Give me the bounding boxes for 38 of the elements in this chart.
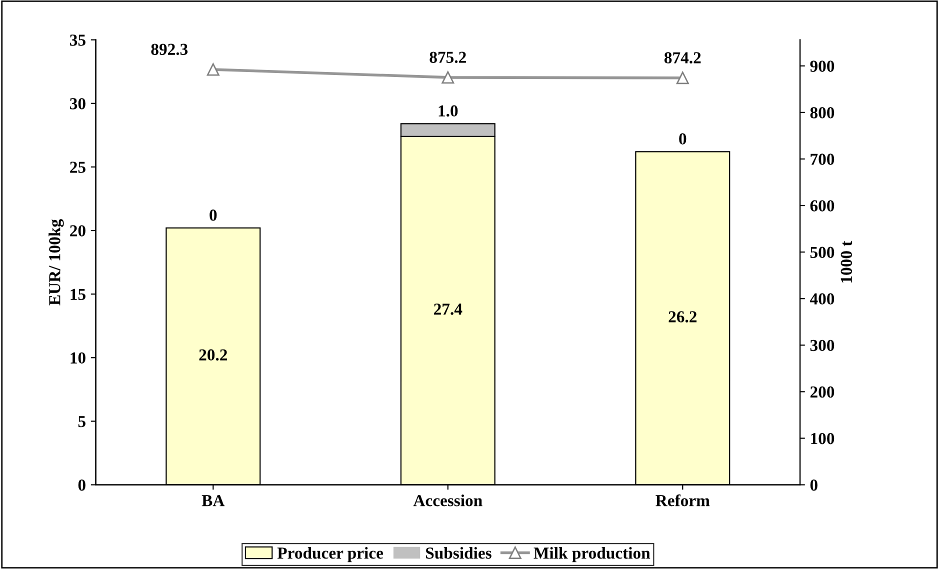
legend-label: Producer price xyxy=(277,547,384,562)
y-tick-label: 0 xyxy=(78,479,86,491)
x-tick-label: BA xyxy=(202,495,225,506)
data-label: 1.0 xyxy=(438,105,458,117)
x-tick-label: Reform xyxy=(656,494,710,506)
data-label: 874.2 xyxy=(664,52,701,64)
y-axis-title: EUR/ 100kg xyxy=(48,219,64,306)
y-tick-label: 35 xyxy=(70,34,86,46)
y2-tick-label: 900 xyxy=(810,60,834,72)
data-label: 0 xyxy=(210,210,217,221)
y2-tick-label: 800 xyxy=(810,107,834,118)
y-tick-label: 30 xyxy=(70,98,86,110)
y2-tick-label: 0 xyxy=(810,479,818,491)
y2-axis-title: 1000 t xyxy=(840,240,852,282)
y2-tick-label: 600 xyxy=(810,200,834,212)
y2-tick-label: 400 xyxy=(810,293,834,305)
point xyxy=(676,72,689,84)
data-label: 875.2 xyxy=(430,52,466,64)
x-tick-label: Accession xyxy=(413,494,482,506)
data-label: 27.4 xyxy=(434,304,462,315)
y2-tick-label: 500 xyxy=(810,246,834,258)
data-label: 20.2 xyxy=(199,349,228,361)
y2-tick-label: 200 xyxy=(810,386,834,398)
point xyxy=(442,71,454,84)
y2-tick-label: 100 xyxy=(811,432,834,444)
y-tick-label: 5 xyxy=(78,416,86,428)
y-tick-label: 10 xyxy=(70,352,86,364)
legend-label: Subsidies xyxy=(426,547,492,559)
y-tick-label: 25 xyxy=(70,162,86,173)
y2-tick-label: 700 xyxy=(810,154,834,165)
y2-tick-label: 300 xyxy=(810,340,834,352)
y-tick-label: 20 xyxy=(70,225,86,236)
point xyxy=(206,63,220,76)
data-label: 892.3 xyxy=(151,44,188,56)
legend-label: Milk production xyxy=(534,547,650,562)
data-label: 0 xyxy=(679,133,686,145)
data-label: 26.2 xyxy=(668,311,697,322)
y-tick-label: 15 xyxy=(70,288,86,300)
